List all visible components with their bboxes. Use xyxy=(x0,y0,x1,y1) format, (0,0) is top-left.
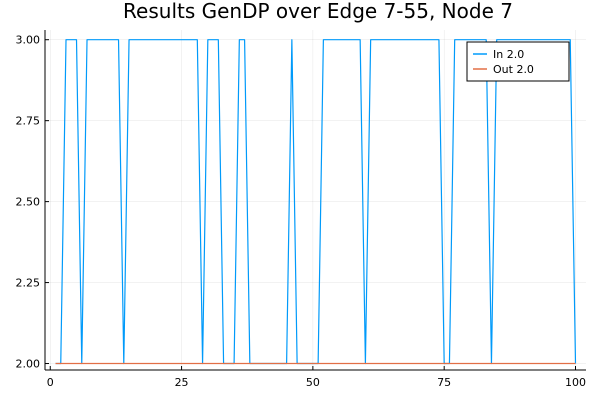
legend-label: In 2.0 xyxy=(493,48,524,61)
y-tick-label: 2.50 xyxy=(16,196,41,209)
chart-title: Results GenDP over Edge 7-55, Node 7 xyxy=(123,0,513,23)
x-tick-label: 50 xyxy=(306,376,320,389)
x-tick-label: 75 xyxy=(437,376,451,389)
y-tick-label: 2.75 xyxy=(16,115,41,128)
legend-box xyxy=(466,41,570,82)
x-tick-label: 25 xyxy=(175,376,189,389)
y-tick-label: 3.00 xyxy=(16,34,41,47)
legend-label: Out 2.0 xyxy=(493,63,534,76)
plot-area: 0 25 50 75 100 2.00 2.25 2.50 2.75 3.00 In 2.0 Out … xyxy=(16,30,586,389)
y-tick-label: 2.00 xyxy=(16,358,41,371)
y-tick-label: 2.25 xyxy=(16,277,41,290)
x-tick-label: 100 xyxy=(565,376,586,389)
x-tick-label: 0 xyxy=(47,376,54,389)
